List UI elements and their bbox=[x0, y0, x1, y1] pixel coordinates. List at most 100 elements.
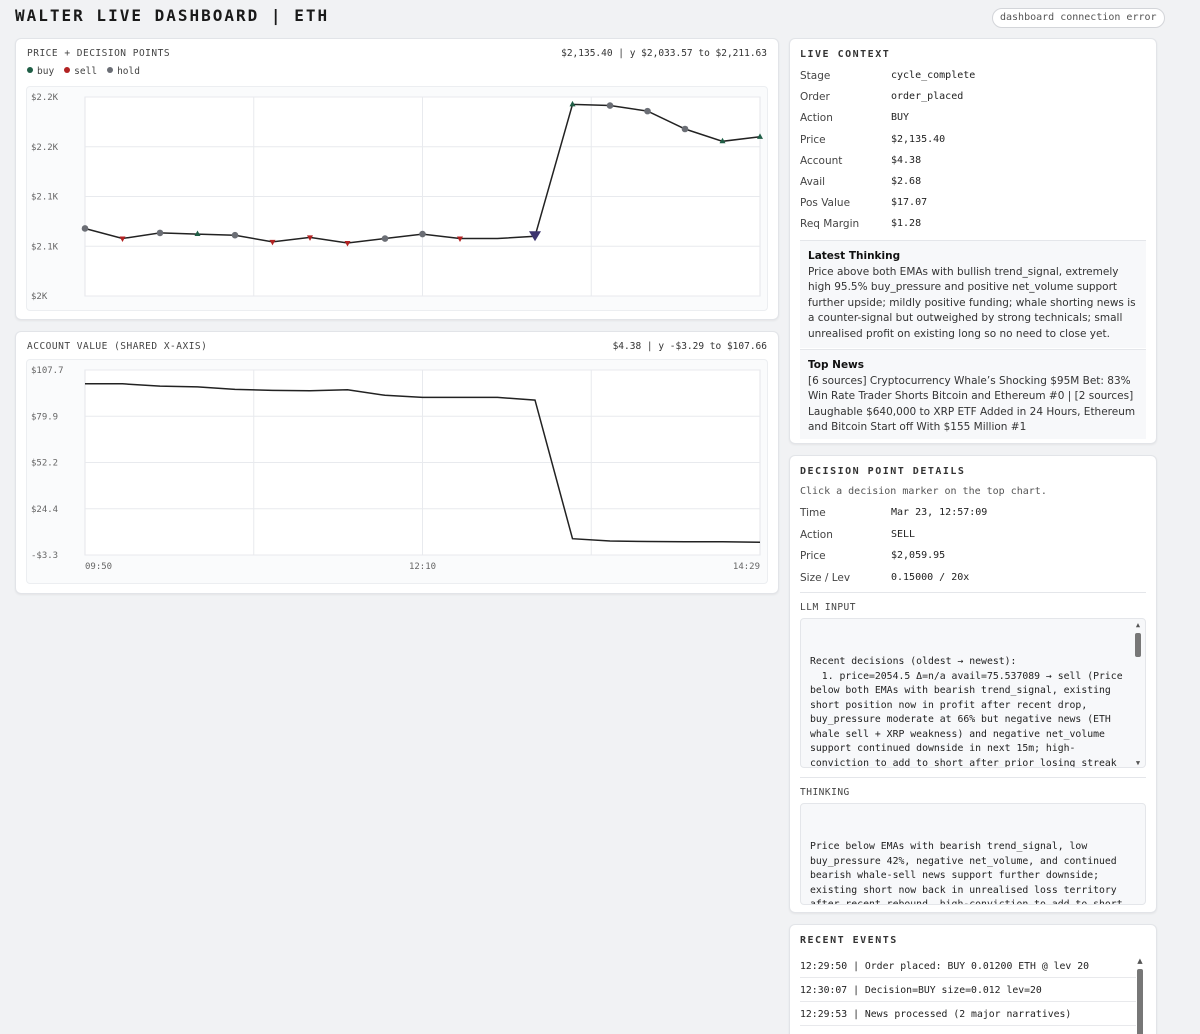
sell-dot-icon bbox=[64, 67, 71, 73]
kv-key: Size / Lev bbox=[800, 571, 851, 584]
kv-key: Account bbox=[800, 154, 843, 167]
kv-key: Time bbox=[800, 507, 826, 519]
y-tick-label: $79.9 bbox=[31, 412, 58, 422]
y-tick-label: $2K bbox=[31, 292, 48, 302]
scroll-up-icon[interactable]: ▲ bbox=[1137, 957, 1143, 965]
llm-input-scrollbar[interactable]: ▲ ▼ bbox=[1134, 621, 1142, 767]
divider bbox=[800, 777, 1146, 778]
llm-input-box[interactable]: Recent decisions (oldest → newest): 1. p… bbox=[800, 618, 1146, 768]
kv-key: Stage bbox=[800, 70, 831, 82]
sell-marker[interactable] bbox=[119, 236, 126, 243]
hold-marker[interactable] bbox=[381, 235, 389, 242]
account-chart-title: ACCOUNT VALUE (SHARED X-AXIS) bbox=[27, 341, 208, 352]
buy-marker[interactable] bbox=[719, 137, 726, 144]
hold-marker[interactable] bbox=[419, 230, 426, 238]
thinking-text: Price below EMAs with bearish trend_sign… bbox=[810, 841, 1123, 905]
y-tick-label: $2.2K bbox=[31, 143, 59, 153]
decision-details-title: DECISION POINT DETAILS bbox=[800, 466, 966, 477]
buy-marker[interactable] bbox=[757, 133, 763, 139]
price-chart-title: PRICE + DECISION POINTS bbox=[27, 48, 171, 59]
y-tick-label: $52.2 bbox=[31, 459, 58, 469]
events-scrollbar[interactable]: ▲ bbox=[1136, 957, 1144, 1034]
scroll-up-icon[interactable]: ▲ bbox=[1135, 621, 1141, 629]
y-tick-label: $24.4 bbox=[31, 505, 58, 515]
scroll-thumb[interactable] bbox=[1135, 633, 1141, 657]
price-plot-area: $2.2K $2.2K $2.1K $2.1K $2K bbox=[26, 86, 768, 311]
kv-value: $1.28 bbox=[891, 218, 922, 230]
thinking-box: Price below EMAs with bearish trend_sign… bbox=[800, 803, 1146, 905]
account-chart: $107.7 $79.9 $52.2 $24.4 -$3.3 09:50 12:10 14:2… bbox=[31, 366, 761, 572]
legend-sell: sell bbox=[64, 66, 97, 77]
event-row: 12:29:50 | Order placed: BUY 0.01200 ETH… bbox=[800, 961, 1136, 978]
kv-value: $2.68 bbox=[891, 176, 922, 187]
kv-key: Price bbox=[800, 133, 826, 146]
y-tick-label: -$3.3 bbox=[31, 551, 58, 561]
y-tick-label: $2.1K bbox=[31, 193, 59, 203]
kv-key: Pos Value bbox=[800, 197, 851, 210]
recent-events-card: RECENT EVENTS 12:29:50 | Order placed: B… bbox=[789, 924, 1157, 1034]
scroll-thumb[interactable] bbox=[1137, 969, 1143, 1034]
kv-key: Action bbox=[800, 112, 833, 125]
y-tick-label: $107.7 bbox=[31, 366, 64, 376]
hold-marker[interactable] bbox=[644, 107, 651, 115]
top-news-text: [6 sources] Cryptocurrency Whale’s Shock… bbox=[808, 374, 1136, 434]
price-legend: buy sell hold bbox=[27, 66, 140, 77]
event-row: 12:30:07 | Decision=BUY size=0.012 lev=2… bbox=[800, 985, 1136, 1002]
sell-marker[interactable] bbox=[344, 240, 351, 247]
thinking-label: THINKING bbox=[800, 787, 850, 798]
x-tick-label: 12:10 bbox=[409, 562, 436, 572]
decision-details-card: DECISION POINT DETAILS Click a decision … bbox=[789, 455, 1157, 913]
buy-dot-icon bbox=[27, 67, 33, 73]
legend-buy: buy bbox=[27, 66, 54, 77]
sell-marker[interactable] bbox=[457, 236, 463, 243]
selected-sell-marker[interactable] bbox=[529, 231, 541, 242]
account-chart-meta: $4.38 | y -$3.29 to $107.66 bbox=[612, 341, 767, 352]
hold-marker[interactable] bbox=[681, 125, 689, 133]
kv-value: order_placed bbox=[891, 91, 964, 103]
connection-status-badge: dashboard connection error bbox=[992, 8, 1165, 28]
divider bbox=[800, 592, 1146, 593]
y-tick-label: $2.2K bbox=[31, 93, 59, 103]
buy-marker[interactable] bbox=[569, 100, 576, 107]
hold-marker[interactable] bbox=[231, 231, 239, 239]
kv-value: SELL bbox=[891, 528, 916, 540]
x-tick-label: 09:50 bbox=[85, 562, 112, 572]
kv-key: Avail bbox=[800, 176, 826, 188]
hold-dot-icon bbox=[107, 67, 114, 73]
sell-marker[interactable] bbox=[269, 239, 276, 246]
legend-hold: hold bbox=[107, 66, 140, 77]
buy-marker[interactable] bbox=[194, 230, 201, 237]
top-news-title: Top News bbox=[808, 359, 865, 371]
latest-thinking-text: Price above both EMAs with bullish trend… bbox=[808, 265, 1136, 340]
latest-thinking-title: Latest Thinking bbox=[808, 250, 901, 262]
series-line bbox=[85, 383, 761, 543]
kv-value: 0.15000 / 20x bbox=[891, 571, 970, 583]
price-chart-meta: $2,135.40 | y $2,033.57 to $2,211.63 bbox=[561, 48, 767, 59]
kv-key: Action bbox=[800, 528, 833, 541]
sell-marker[interactable] bbox=[307, 235, 313, 241]
decision-hint: Click a decision marker on the top chart… bbox=[800, 486, 1047, 497]
kv-key: Price bbox=[800, 550, 826, 562]
llm-input-label: LLM INPUT bbox=[800, 602, 856, 613]
kv-key: Order bbox=[800, 91, 830, 104]
latest-thinking-block: Latest Thinking Price above both EMAs wi… bbox=[800, 240, 1146, 348]
kv-value: $2,135.40 bbox=[891, 133, 946, 145]
kv-key: Req Margin bbox=[800, 218, 860, 231]
hold-marker[interactable] bbox=[81, 225, 89, 232]
hold-marker[interactable] bbox=[606, 102, 614, 109]
kv-value: BUY bbox=[891, 112, 910, 124]
scroll-down-icon[interactable]: ▼ bbox=[1135, 759, 1141, 767]
live-context-card: LIVE CONTEXT Stage cycle_complete Order ord… bbox=[789, 38, 1157, 444]
recent-events-title: RECENT EVENTS bbox=[800, 935, 898, 946]
account-chart-card: ACCOUNT VALUE (SHARED X-AXIS) $4.38 | y … bbox=[15, 331, 779, 594]
y-tick-label: $2.1K bbox=[31, 242, 59, 252]
account-plot-area: $107.7 $79.9 $52.2 $24.4 -$3.3 09:50 12:10 14:2… bbox=[26, 359, 768, 584]
dashboard-title: WALTER LIVE DASHBOARD | ETH bbox=[15, 6, 330, 25]
llm-input-text: Recent decisions (oldest → newest): 1. p… bbox=[810, 656, 1123, 768]
kv-value: $4.38 bbox=[891, 154, 922, 166]
hold-marker[interactable] bbox=[156, 229, 164, 237]
event-row: 12:29:53 | News processed (2 major narra… bbox=[800, 1009, 1136, 1026]
price-chart[interactable]: $2.2K $2.2K $2.1K $2.1K $2K bbox=[27, 87, 769, 312]
live-context-title: LIVE CONTEXT bbox=[800, 49, 891, 60]
top-news-block: Top News [6 sources] Cryptocurrency Whal… bbox=[800, 349, 1146, 439]
